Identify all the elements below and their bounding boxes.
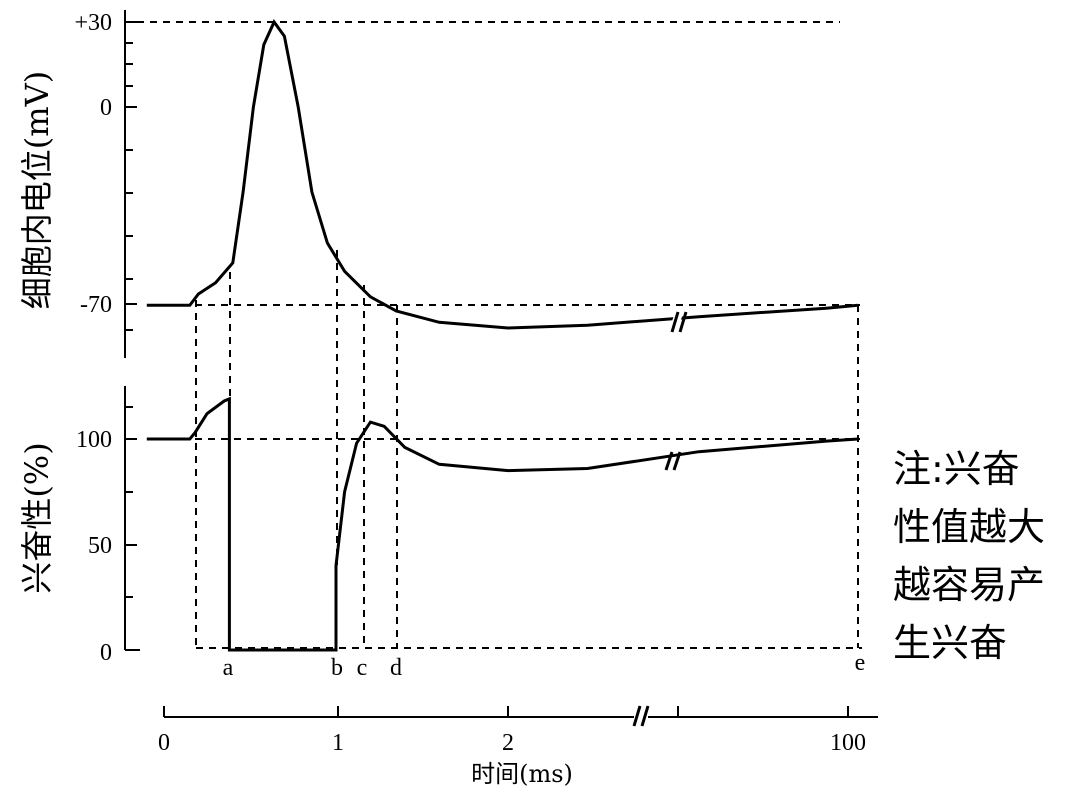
note-text: 注:兴奋 性值越大 越容易产 生兴奋 [893, 440, 1073, 672]
time-tick-label: 0 [158, 730, 170, 756]
time-axis-title: 时间(ms) [471, 760, 573, 788]
note-line: 越容易产 [893, 563, 1046, 607]
excitability-tick-label: 100 [76, 427, 112, 453]
membrane-potential-curve [146, 19, 859, 330]
marker-labels: a b c d e [223, 650, 866, 681]
time-tick-label: 1 [332, 730, 344, 756]
excitability-tick-label: 0 [100, 640, 112, 666]
marker-d: d [390, 655, 402, 681]
note-line: 性值越大 [893, 505, 1046, 549]
marker-e: e [855, 650, 866, 676]
potential-tick-label: -70 [80, 292, 112, 318]
time-tick-label: 100 [830, 730, 866, 756]
potential-axis: +30 0 -70 细胞内电位(mV) [18, 10, 137, 358]
reference-lines [137, 21, 862, 649]
time-tick-label: 2 [502, 730, 514, 756]
excitability-axis: 100 50 0 兴奋性(%) [18, 386, 140, 666]
note-line: 注:兴奋 [893, 447, 1020, 491]
time-axis-break [632, 705, 650, 727]
note-line: 生兴奋 [893, 621, 1008, 665]
excitability-curve-break [664, 451, 682, 471]
potential-tick-label: 0 [100, 95, 112, 121]
marker-b: b [331, 655, 343, 681]
excitability-curve [146, 396, 859, 652]
potential-tick-label: +30 [74, 10, 112, 36]
marker-a: a [223, 655, 234, 681]
excitability-tick-label: 50 [88, 533, 112, 559]
marker-c: c [357, 655, 368, 681]
excitability-axis-title: 兴奋性(%) [18, 442, 56, 593]
potential-axis-title: 细胞内电位(mV) [18, 71, 56, 309]
time-axis: 0 1 2 100 时间(ms) [158, 705, 878, 788]
potential-curve-break [670, 308, 688, 333]
